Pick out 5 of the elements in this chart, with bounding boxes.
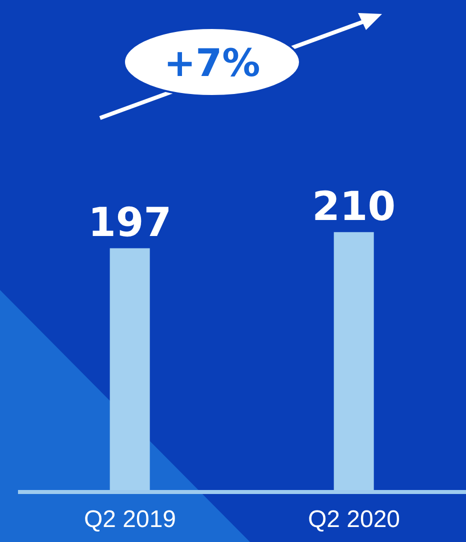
text: +7% [164, 41, 260, 85]
x-tick-label: Q2 2019 [84, 506, 176, 534]
x-tick-label: Q2 2020 [308, 506, 400, 534]
data-label: 210 [312, 184, 396, 230]
data-label: 197 [88, 200, 172, 246]
